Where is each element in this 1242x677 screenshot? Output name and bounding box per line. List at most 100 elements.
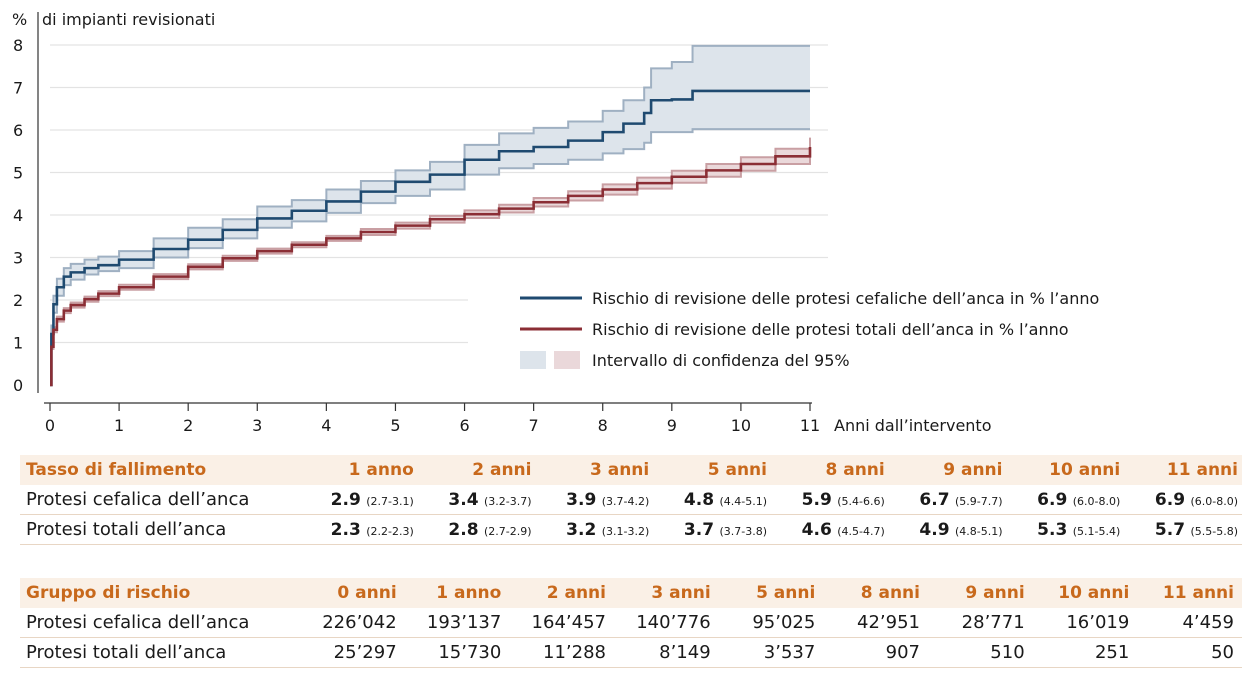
revision-risk-chart: 0 1 2 3 4 5 6 7 8 0 1 2 3 4 5 6 7 8 9 10 11 % di impianti r… [12,10,1188,435]
y-tick-label: 4 [13,206,23,225]
failure-cell: 3.7 (3.7-3.8) [653,520,771,540]
failure-col-header: 2 anni [472,460,532,480]
failure-value: 4.9 [919,519,950,540]
failure-ci: (3.1-3.2) [601,524,650,538]
failure-ci: (4.4-5.1) [719,494,767,508]
failure-cell: 2.9 (2.7-3.1) [300,490,418,510]
failure-ci: (2.7-2.9) [483,524,532,538]
y-axis-prefix: % [12,10,27,29]
x-tick-label: 8 [598,416,608,435]
failure-rate-table: Tasso di fallimento 1 anno 2 anni 3 anni… [20,455,1242,545]
y-axis-label: di impianti revisionati [42,10,215,29]
legend-label-totali: Rischio di revisione delle protesi total… [592,320,1069,339]
failure-ci: (4.5-4.7) [837,524,885,538]
risk-col-header: 11 anni [1162,583,1234,603]
failure-ci: (5.5-5.8) [1190,524,1238,538]
y-tick-labels: 0 1 2 3 4 5 6 7 8 [13,36,23,395]
failure-cell: 3.9 (3.7-4.2) [536,490,654,510]
failure-ci: (5.9-7.7) [954,494,1003,508]
risk-count: 42’951 [857,612,920,633]
failure-cell: 3.4 (3.2-3.7) [418,490,536,510]
failure-cell: 5.3 (5.1-5.4) [1007,520,1125,540]
risk-count: 193’137 [426,612,502,633]
failure-col-header: 11 anni [1166,460,1238,480]
x-tick-label: 7 [529,416,539,435]
failure-ci: (6.0-8.0) [1072,494,1121,508]
risk-col-header: 0 anni [337,583,397,603]
y-tick-label: 5 [13,164,23,183]
risk-count: 226’042 [322,612,397,633]
failure-col-header: 8 anni [825,460,885,480]
failure-ci: (2.7-3.1) [366,494,414,508]
x-tick-label: 1 [114,416,124,435]
y-tick-label: 3 [13,249,23,268]
failure-cell: 5.7 (5.5-5.8) [1124,520,1242,540]
failure-ci: (3.7-3.8) [719,524,767,538]
risk-col-header: 3 anni [651,583,711,603]
series-lines [50,89,812,387]
risk-count: 3’537 [763,642,816,663]
risk-count: 510 [990,642,1025,663]
failure-col-header: 1 anno [348,460,414,480]
y-tick-label: 8 [13,36,23,55]
risk-col-header: 5 anni [756,583,816,603]
x-tick-label: 11 [800,416,820,435]
failure-ci: (5.4-6.6) [837,494,885,508]
y-tick-label: 7 [13,79,23,98]
x-tick-label: 4 [321,416,331,435]
failure-ci: (6.0-8.0) [1190,494,1238,508]
failure-cell: 2.3 (2.2-2.3) [300,520,418,540]
failure-value: 3.2 [566,519,597,540]
chart-legend: Rischio di revisione delle protesi cefal… [468,276,1188,386]
failure-ci: (3.2-3.7) [483,494,532,508]
y-tick-label: 2 [13,291,23,310]
series-line-totali [50,147,812,387]
failure-value: 6.9 [1154,489,1186,510]
failure-value: 4.6 [801,519,832,540]
row-label: Protesi totali dell’anca [26,642,227,663]
row-label: Protesi cefalica dell’anca [26,612,250,633]
failure-value: 4.8 [683,489,715,510]
failure-value: 2.3 [330,519,361,540]
risk-count: 50 [1211,642,1234,663]
failure-value: 3.4 [448,489,479,510]
risk-count: 4’459 [1182,612,1234,633]
legend-swatch-ci-cefalica [520,351,546,369]
failure-value: 5.9 [801,489,832,510]
risk-col-header: 1 anno [436,583,502,603]
table-row: Protesi totali dell’anca 2.3 (2.2-2.3) 2… [20,515,1242,545]
failure-value: 6.9 [1037,489,1068,510]
failure-value: 3.9 [566,489,597,510]
failure-cell: 6.9 (6.0-8.0) [1007,490,1125,510]
failure-value: 3.7 [683,519,715,540]
failure-cell: 4.9 (4.8-5.1) [889,520,1007,540]
failure-cell: 4.6 (4.5-4.7) [771,520,889,540]
failure-col-header: 10 anni [1049,460,1121,480]
legend-label-ci: Intervallo di confidenza del 95% [592,351,850,370]
failure-table-title: Tasso di fallimento [26,460,207,480]
risk-count: 251 [1094,642,1130,663]
risk-table-header: Gruppo di rischio 0 anni 1 anno 2 anni 3… [20,578,1242,608]
risk-count: 16’019 [1066,612,1130,633]
table-row: Protesi cefalica dell’anca 2.9 (2.7-3.1)… [20,485,1242,515]
x-tick-label: 3 [252,416,262,435]
risk-col-header: 2 anni [546,583,606,603]
failure-ci: (4.8-5.1) [954,524,1003,538]
failure-cell: 5.9 (5.4-6.6) [771,490,889,510]
failure-ci: (5.1-5.4) [1072,524,1121,538]
failure-value: 5.7 [1154,519,1186,540]
x-tick-label: 2 [183,416,193,435]
risk-count: 11’288 [543,642,606,663]
risk-count: 8’149 [659,642,711,663]
y-tick-label: 0 [13,376,23,395]
failure-value: 5.3 [1037,519,1068,540]
failure-col-header: 9 anni [943,460,1003,480]
failure-value: 2.9 [330,489,361,510]
failure-ci: (3.7-4.2) [601,494,650,508]
legend-label-cefalica: Rischio di revisione delle protesi cefal… [592,289,1099,308]
risk-count: 25’297 [333,642,397,663]
risk-col-header: 9 anni [965,583,1025,603]
risk-col-header: 8 anni [860,583,920,603]
risk-count: 164’457 [531,612,606,633]
x-tick-label: 5 [390,416,400,435]
